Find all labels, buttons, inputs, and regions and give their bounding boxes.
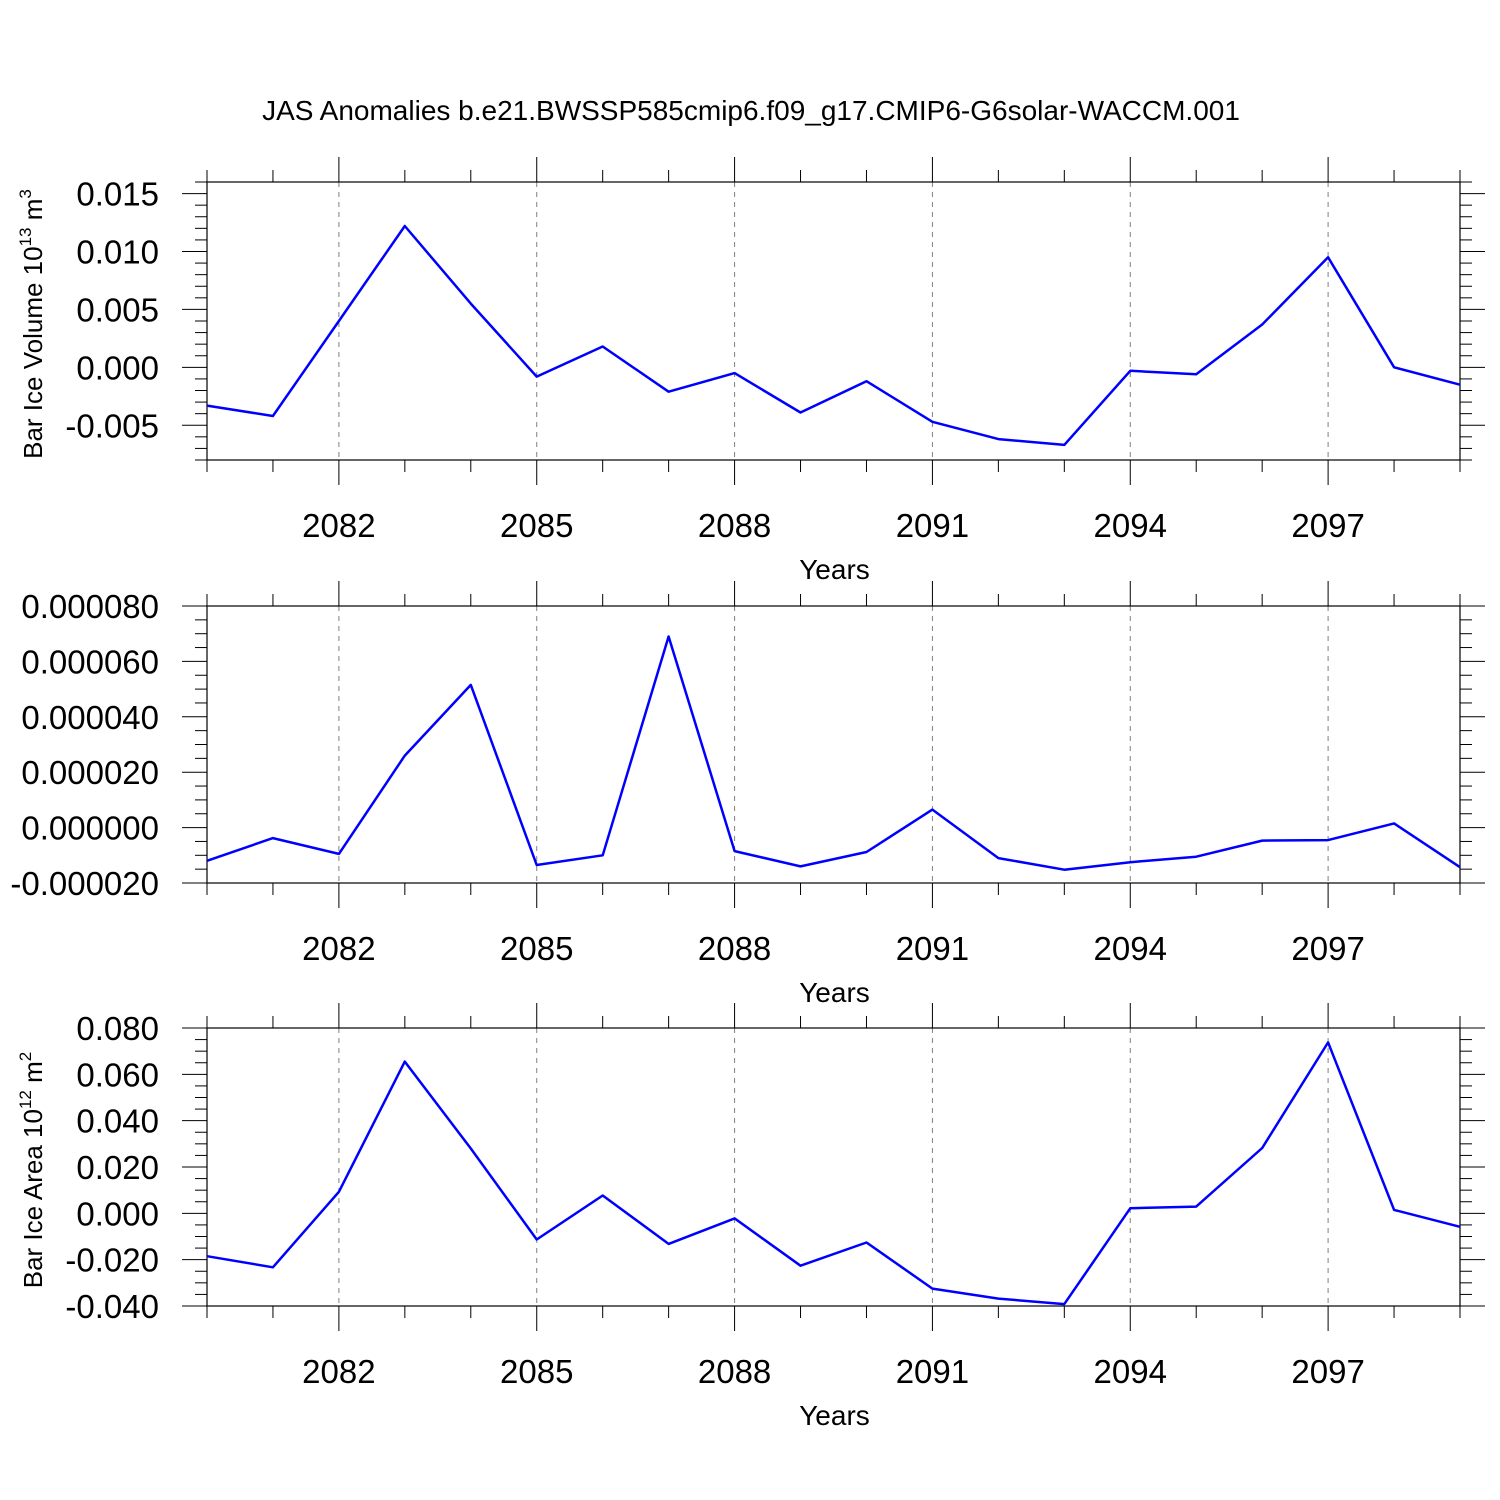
x-tick-label: 2082 [302,930,375,967]
panel-1: 2082 2085 2088 2091 2094 2097 Years -0.005 0.000… [16,157,1485,585]
y-tick-label: 0.020 [76,1149,159,1186]
y-axis-label: Bar Ice Volume 1013 m3 [16,189,48,459]
y-tick-label: -0.020 [65,1242,159,1279]
panel-3: 2082 2085 2088 2091 2094 2097 Years -0.040 -0.02… [16,1003,1485,1431]
x-tick-label: 2097 [1291,1353,1364,1390]
series-line [206,224,1461,447]
x-tick-label: 2088 [698,1353,771,1390]
y-tick-label: -0.000020 [10,865,159,902]
y-axis-label: Bar Ice Area 1012 m2 [16,1052,48,1289]
y-tick-label: 0.015 [76,176,159,213]
y-tick-label: 0.000060 [21,643,159,680]
y-tick-label: 0.040 [76,1103,159,1140]
x-tick-label: 2088 [698,507,771,544]
x-tick-label: 2091 [896,930,969,967]
x-axis-label: Years [799,977,870,1008]
x-tick-label: 2094 [1094,507,1167,544]
x-axis-label: Years [799,554,870,585]
x-tick-label: 2097 [1291,507,1364,544]
y-tick-label: 0.000 [76,1195,159,1232]
y-tick-label: 0.000 [76,349,159,386]
x-axis-label: Years [799,1400,870,1431]
y-tick-label: 0.060 [76,1056,159,1093]
x-tick-label: 2088 [698,930,771,967]
y-tick-label: 0.010 [76,234,159,271]
series-line [206,635,1461,871]
x-tick-label: 2085 [500,1353,573,1390]
x-tick-label: 2085 [500,507,573,544]
y-tick-label: -0.040 [65,1288,159,1325]
x-tick-label: 2085 [500,930,573,967]
y-tick-label: 0.005 [76,291,159,328]
y-tick-label: 0.000040 [21,699,159,736]
series-line [206,1041,1461,1306]
x-tick-label: 2094 [1094,1353,1167,1390]
x-tick-label: 2082 [302,507,375,544]
y-tick-label: 0.080 [76,1010,159,1047]
x-tick-label: 2094 [1094,930,1167,967]
figure-title: JAS Anomalies b.e21.BWSSP585cmip6.f09_g1… [262,95,1240,126]
y-tick-label: 0.000020 [21,754,159,791]
panel-2: 2082 2085 2088 2091 2094 2097 Years -0.000020 0.… [10,581,1485,1008]
x-tick-label: 2091 [896,1353,969,1390]
x-tick-label: 2097 [1291,930,1364,967]
y-tick-label: -0.005 [65,407,159,444]
y-tick-label: 0.000080 [21,588,159,625]
x-tick-label: 2091 [896,507,969,544]
y-tick-label: 0.000000 [21,810,159,847]
x-tick-label: 2082 [302,1353,375,1390]
